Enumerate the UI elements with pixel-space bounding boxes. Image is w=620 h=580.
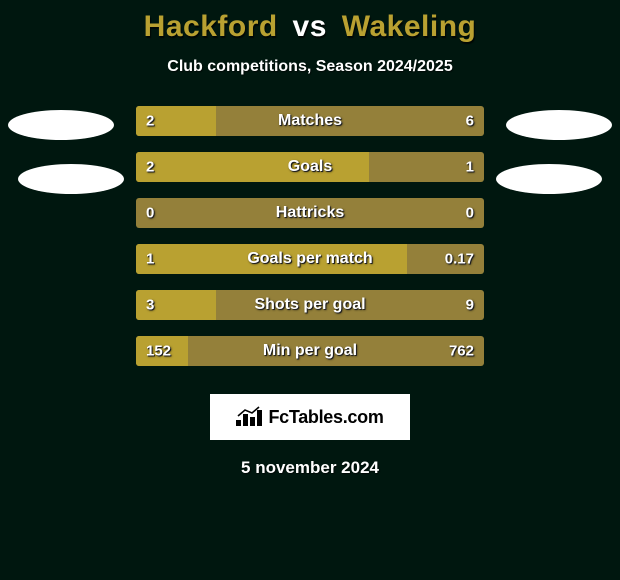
- stat-value-right: 9: [466, 297, 474, 314]
- stat-label: Matches: [278, 112, 342, 130]
- stat-label: Shots per goal: [254, 296, 365, 314]
- stat-label: Goals: [288, 158, 332, 176]
- logo-text: FcTables.com: [268, 407, 383, 428]
- stat-label: Goals per match: [247, 250, 372, 268]
- player2-avatar-placeholder: [506, 110, 612, 140]
- logo-chart-icon: [236, 406, 262, 428]
- stat-bar: 0 Hattricks 0: [136, 198, 484, 228]
- stat-value-right: 0: [466, 205, 474, 222]
- stat-value-left: 2: [146, 113, 154, 130]
- stat-value-left: 0: [146, 205, 154, 222]
- stat-value-right: 6: [466, 113, 474, 130]
- stat-value-left: 2: [146, 159, 154, 176]
- stat-label: Hattricks: [276, 204, 344, 222]
- stat-bar: 3 Shots per goal 9: [136, 290, 484, 320]
- stat-bar: 152 Min per goal 762: [136, 336, 484, 366]
- stat-bar: 2 Goals 1: [136, 152, 484, 182]
- player2-club-placeholder: [496, 164, 602, 194]
- comparison-chart: 2 Matches 6 2 Goals 1 0 Hattricks 0 1 Goals per ma…: [0, 106, 620, 386]
- stat-value-left: 1: [146, 251, 154, 268]
- player1-club-placeholder: [18, 164, 124, 194]
- player1-name: Hackford: [144, 10, 278, 43]
- player2-name: Wakeling: [342, 10, 477, 43]
- vs-text: vs: [293, 10, 327, 43]
- bar-fill: [136, 152, 369, 182]
- stat-value-right: 762: [449, 343, 474, 360]
- stat-bar: 2 Matches 6: [136, 106, 484, 136]
- bars-container: 2 Matches 6 2 Goals 1 0 Hattricks 0 1 Goals per ma…: [136, 106, 484, 382]
- stat-label: Min per goal: [263, 342, 357, 360]
- stat-value-right: 0.17: [445, 251, 474, 268]
- subtitle: Club competitions, Season 2024/2025: [0, 58, 620, 76]
- stat-value-right: 1: [466, 159, 474, 176]
- stat-value-left: 152: [146, 343, 171, 360]
- logo-badge: FcTables.com: [210, 394, 410, 440]
- stat-value-left: 3: [146, 297, 154, 314]
- title-row: Hackford vs Wakeling: [0, 0, 620, 44]
- player1-avatar-placeholder: [8, 110, 114, 140]
- stat-bar: 1 Goals per match 0.17: [136, 244, 484, 274]
- date-text: 5 november 2024: [0, 458, 620, 478]
